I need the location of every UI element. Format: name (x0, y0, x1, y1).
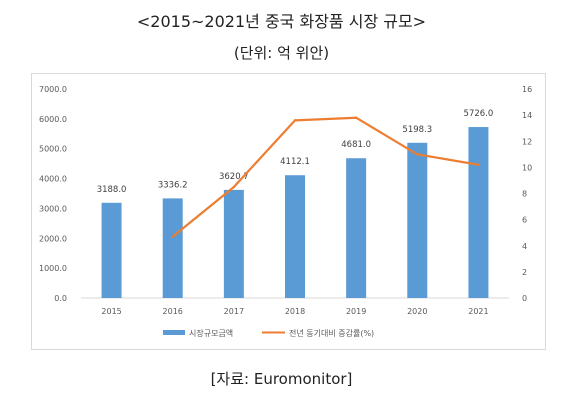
line-point (477, 163, 480, 166)
x-tick-label: 2017 (224, 307, 244, 316)
y-left-tick-label: 4000.0 (39, 175, 67, 184)
source-note: [자료: Euromonitor] (210, 370, 353, 388)
line-point (171, 235, 174, 238)
bar-data-label: 5726.0 (464, 109, 494, 119)
y-left-tick-label: 0.0 (54, 294, 67, 303)
line-point (416, 153, 419, 156)
y-right-tick-label: 16 (522, 85, 532, 94)
chart-subtitle: (단위: 억 위안) (233, 44, 330, 62)
bar (101, 202, 122, 298)
bar-data-label: 3620.7 (219, 172, 249, 182)
y-left-tick-label: 5000.0 (39, 145, 67, 154)
y-left-tick-label: 6000.0 (39, 115, 67, 124)
legend-bar-swatch (163, 330, 185, 335)
x-tick-label: 2019 (346, 307, 366, 316)
chart-container (31, 73, 546, 350)
line-point (232, 185, 236, 189)
y-left-tick-label: 2000.0 (39, 234, 67, 243)
x-tick-label: 2020 (407, 307, 427, 316)
x-tick-label: 2018 (285, 307, 305, 316)
bar (285, 175, 305, 298)
y-right-tick-label: 14 (522, 111, 532, 120)
bar (407, 142, 428, 298)
y-right-tick-label: 2 (522, 268, 527, 277)
bar-data-label: 4681.0 (341, 140, 371, 150)
x-tick-label: 2016 (163, 307, 183, 316)
bar (468, 127, 489, 299)
x-tick-label: 2021 (468, 307, 488, 316)
bar-data-label: 4112.1 (280, 157, 310, 167)
bar-data-label: 5198.3 (402, 125, 432, 135)
y-right-tick-label: 12 (522, 137, 532, 146)
x-tick-label: 2015 (101, 307, 121, 316)
y-left-tick-label: 1000.0 (39, 264, 67, 273)
growth-rate-line (172, 116, 479, 238)
legend-line-label: 전년 동기대비 증감률(%) (289, 328, 374, 338)
line-point (293, 119, 297, 122)
bar-data-label: 3188.0 (97, 185, 127, 195)
line-point (354, 116, 358, 119)
bar (346, 158, 367, 298)
legend-bar-label: 시장규모금액 (189, 328, 233, 338)
y-right-tick-label: 8 (522, 190, 527, 199)
y-right-tick-label: 10 (522, 163, 532, 172)
bar-data-label: 3336.2 (158, 180, 188, 190)
chart-title: <2015~2021년 중국 화장품 시장 규모> (136, 12, 427, 31)
bar (223, 189, 244, 298)
bar (162, 198, 183, 298)
y-right-tick-label: 0 (522, 294, 527, 303)
y-right-tick-label: 6 (522, 216, 527, 225)
y-left-tick-label: 7000.0 (39, 85, 67, 94)
y-right-tick-label: 4 (522, 242, 527, 251)
y-left-tick-label: 3000.0 (39, 204, 67, 213)
